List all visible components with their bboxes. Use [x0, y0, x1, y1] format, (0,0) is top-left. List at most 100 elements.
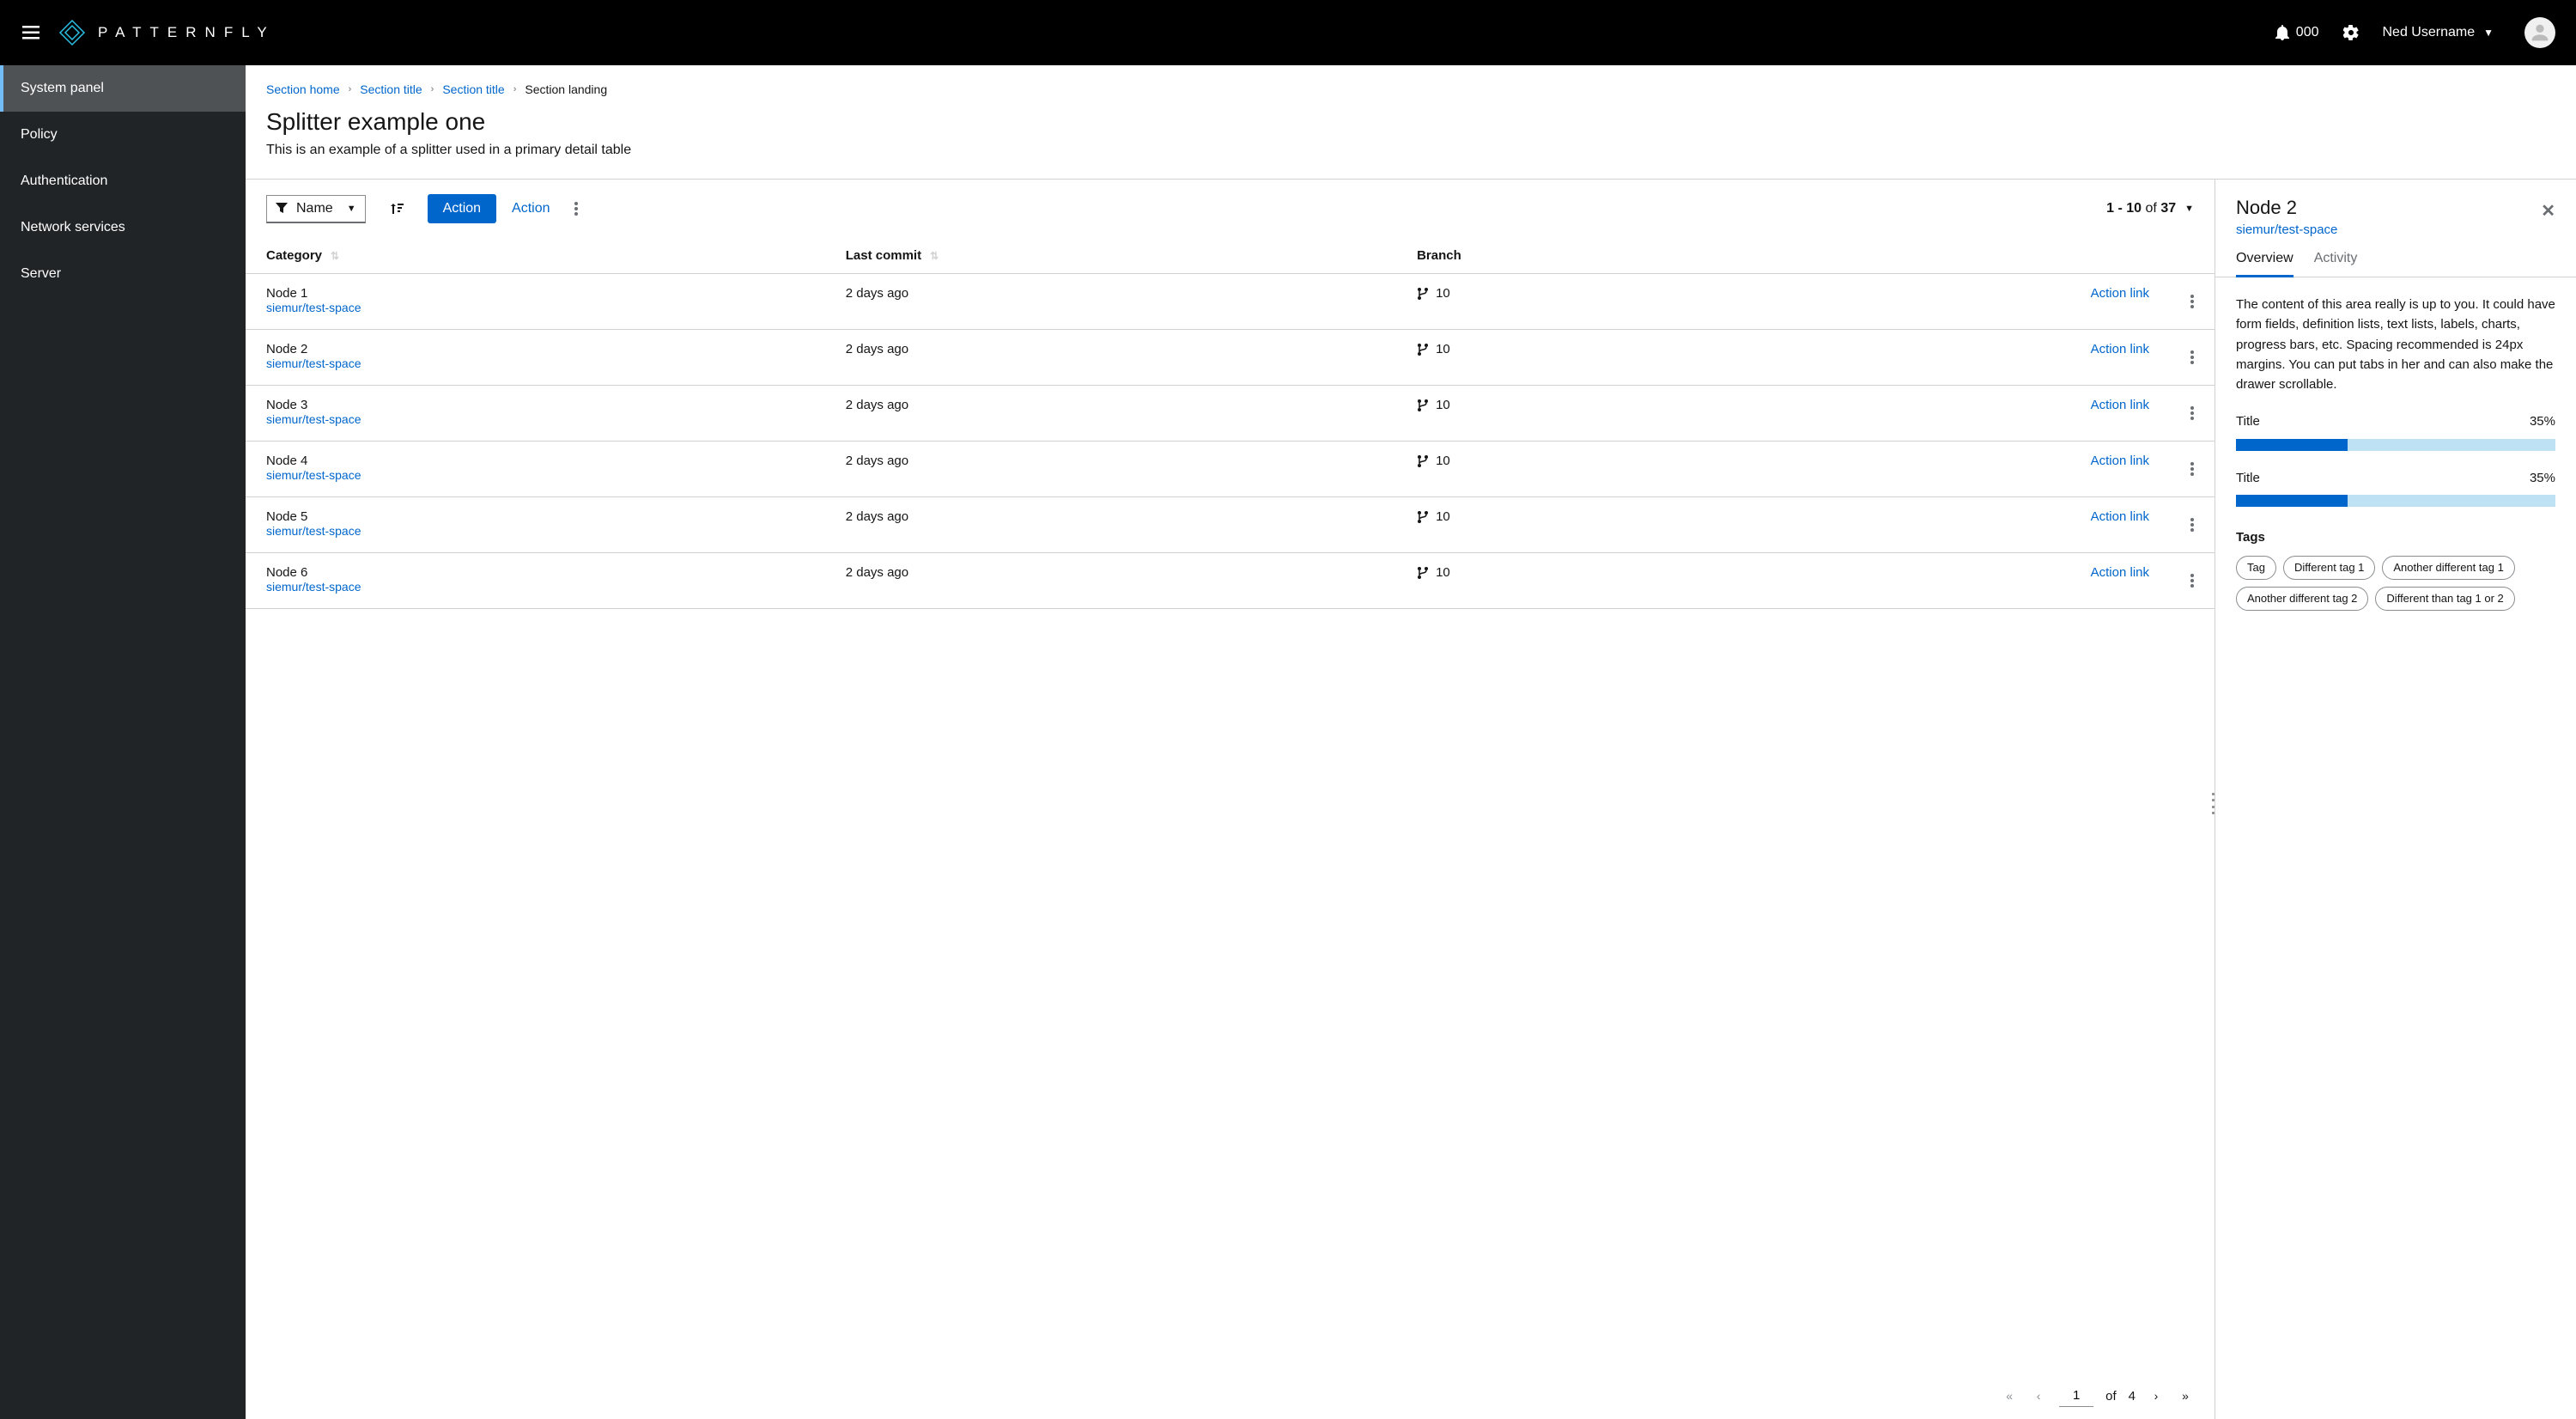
- row-commit: 2 days ago: [825, 442, 1396, 497]
- avatar[interactable]: [2524, 17, 2555, 48]
- primary-action-button[interactable]: Action: [428, 194, 496, 223]
- user-menu-dropdown[interactable]: Ned Username ▼: [2383, 25, 2494, 40]
- row-action-link[interactable]: Action link: [2091, 454, 2149, 468]
- row-sublink[interactable]: siemur/test-space: [266, 580, 361, 594]
- pagination-prev-button[interactable]: ‹: [2030, 1389, 2047, 1403]
- progress-value: 35%: [2530, 468, 2555, 488]
- row-kebab-button[interactable]: [2182, 565, 2202, 596]
- tag-chip[interactable]: Another different tag 1: [2382, 556, 2514, 580]
- column-header-category[interactable]: Category⇅: [246, 238, 825, 274]
- filter-dropdown[interactable]: Name ▼: [266, 195, 366, 223]
- row-name: Node 3: [266, 398, 813, 412]
- kebab-icon: [2190, 295, 2194, 308]
- drawer-close-button[interactable]: ✕: [2541, 197, 2555, 222]
- row-sublink[interactable]: siemur/test-space: [266, 412, 361, 426]
- pagination-first-button[interactable]: «: [2001, 1389, 2018, 1403]
- hamburger-menu-button[interactable]: [14, 15, 48, 50]
- branch-icon: [1417, 399, 1429, 412]
- row-kebab-button[interactable]: [2182, 342, 2202, 373]
- filter-icon: [276, 203, 288, 215]
- row-sublink[interactable]: siemur/test-space: [266, 301, 361, 314]
- row-sublink[interactable]: siemur/test-space: [266, 356, 361, 370]
- masthead-toolbar: 000 Ned Username ▼: [2275, 17, 2555, 48]
- table-row[interactable]: Node 3siemur/test-space2 days ago10Actio…: [246, 386, 2215, 442]
- row-kebab-button[interactable]: [2182, 286, 2202, 317]
- pagination-next-button[interactable]: ›: [2148, 1389, 2165, 1403]
- progress-value: 35%: [2530, 411, 2555, 431]
- branch-icon: [1417, 566, 1429, 580]
- breadcrumb-link[interactable]: Section title: [360, 82, 422, 96]
- compact-pagination[interactable]: 1 - 10 of 37 ▼: [2106, 201, 2194, 216]
- drawer-tabs: Overview Activity: [2215, 237, 2576, 277]
- table-scroll-container[interactable]: Category⇅Last commit⇅Branch Node 1siemur…: [246, 238, 2215, 1373]
- drawer-tab-activity[interactable]: Activity: [2314, 251, 2358, 277]
- row-kebab-button[interactable]: [2182, 454, 2202, 484]
- kebab-icon: [2190, 462, 2194, 476]
- row-action-link[interactable]: Action link: [2091, 565, 2149, 580]
- sidebar-item-system-panel[interactable]: System panel: [0, 65, 246, 112]
- drawer-subtitle-link[interactable]: siemur/test-space: [2236, 222, 2337, 237]
- table-row[interactable]: Node 6siemur/test-space2 days ago10Actio…: [246, 553, 2215, 609]
- sidebar-item-server[interactable]: Server: [0, 251, 246, 297]
- row-kebab-button[interactable]: [2182, 509, 2202, 540]
- row-commit: 2 days ago: [825, 497, 1396, 553]
- pagination-page-input[interactable]: [2059, 1385, 2093, 1407]
- tags-label: Tags: [2236, 527, 2555, 547]
- tag-chip[interactable]: Different than tag 1 or 2: [2375, 587, 2514, 611]
- branch-icon: [1417, 510, 1429, 524]
- row-action-link[interactable]: Action link: [2091, 286, 2149, 301]
- table-row[interactable]: Node 4siemur/test-space2 days ago10Actio…: [246, 442, 2215, 497]
- notifications-button[interactable]: 000: [2275, 25, 2319, 40]
- progress-title: Title: [2236, 411, 2260, 431]
- sidebar-item-network-services[interactable]: Network services: [0, 204, 246, 251]
- tag-chip[interactable]: Tag: [2236, 556, 2276, 580]
- breadcrumb-link[interactable]: Section home: [266, 82, 340, 96]
- breadcrumb: Section home › Section title › Section title…: [266, 82, 2555, 96]
- progress-block: Title 35%: [2236, 411, 2555, 450]
- settings-button[interactable]: [2343, 25, 2359, 40]
- progress-fill: [2236, 495, 2348, 507]
- tags-list: Tag Different tag 1 Another different tag …: [2236, 556, 2555, 611]
- row-name: Node 5: [266, 509, 813, 524]
- bell-icon: [2275, 25, 2289, 40]
- secondary-action-link[interactable]: Action: [512, 201, 550, 216]
- data-table: Category⇅Last commit⇅Branch Node 1siemur…: [246, 238, 2215, 609]
- toolbar-kebab-button[interactable]: [566, 193, 586, 224]
- drawer-body: The content of this area really is up to…: [2215, 277, 2576, 628]
- sidebar-item-authentication[interactable]: Authentication: [0, 158, 246, 204]
- row-kebab-button[interactable]: [2182, 398, 2202, 429]
- row-action-link[interactable]: Action link: [2091, 509, 2149, 524]
- row-name: Node 4: [266, 454, 813, 468]
- avatar-icon: [2528, 21, 2552, 45]
- row-commit: 2 days ago: [825, 330, 1396, 386]
- gear-icon: [2343, 25, 2359, 40]
- sidebar-item-policy[interactable]: Policy: [0, 112, 246, 158]
- row-action-link[interactable]: Action link: [2091, 398, 2149, 412]
- pagination-last-button[interactable]: »: [2177, 1389, 2194, 1403]
- filter-label: Name: [296, 201, 333, 216]
- sort-button[interactable]: [381, 193, 412, 224]
- row-sublink[interactable]: siemur/test-space: [266, 524, 361, 538]
- column-header-last-commit[interactable]: Last commit⇅: [825, 238, 1396, 274]
- drawer-title: Node 2: [2236, 197, 2337, 219]
- splitter-handle[interactable]: [2211, 791, 2216, 817]
- sort-indicator-icon: ⇅: [331, 250, 339, 262]
- row-branch: 10: [1417, 286, 1735, 301]
- branch-icon: [1417, 454, 1429, 468]
- pagination-of-label: of: [2105, 1389, 2117, 1404]
- chevron-right-icon: ›: [513, 84, 517, 94]
- table-row[interactable]: Node 2siemur/test-space2 days ago10Actio…: [246, 330, 2215, 386]
- row-action-link[interactable]: Action link: [2091, 342, 2149, 356]
- drawer-tab-overview[interactable]: Overview: [2236, 251, 2293, 277]
- tag-chip[interactable]: Different tag 1: [2283, 556, 2375, 580]
- kebab-icon: [2190, 350, 2194, 364]
- tag-chip[interactable]: Another different tag 2: [2236, 587, 2368, 611]
- page-header: Section home › Section title › Section title…: [246, 65, 2576, 180]
- table-row[interactable]: Node 5siemur/test-space2 days ago10Actio…: [246, 497, 2215, 553]
- row-sublink[interactable]: siemur/test-space: [266, 468, 361, 482]
- brand-logo[interactable]: PATTERNFLY: [58, 19, 276, 46]
- breadcrumb-link[interactable]: Section title: [442, 82, 504, 96]
- pagination-total-pages: 4: [2129, 1389, 2136, 1404]
- table-row[interactable]: Node 1siemur/test-space2 days ago10Actio…: [246, 274, 2215, 330]
- chevron-right-icon: ›: [349, 84, 352, 94]
